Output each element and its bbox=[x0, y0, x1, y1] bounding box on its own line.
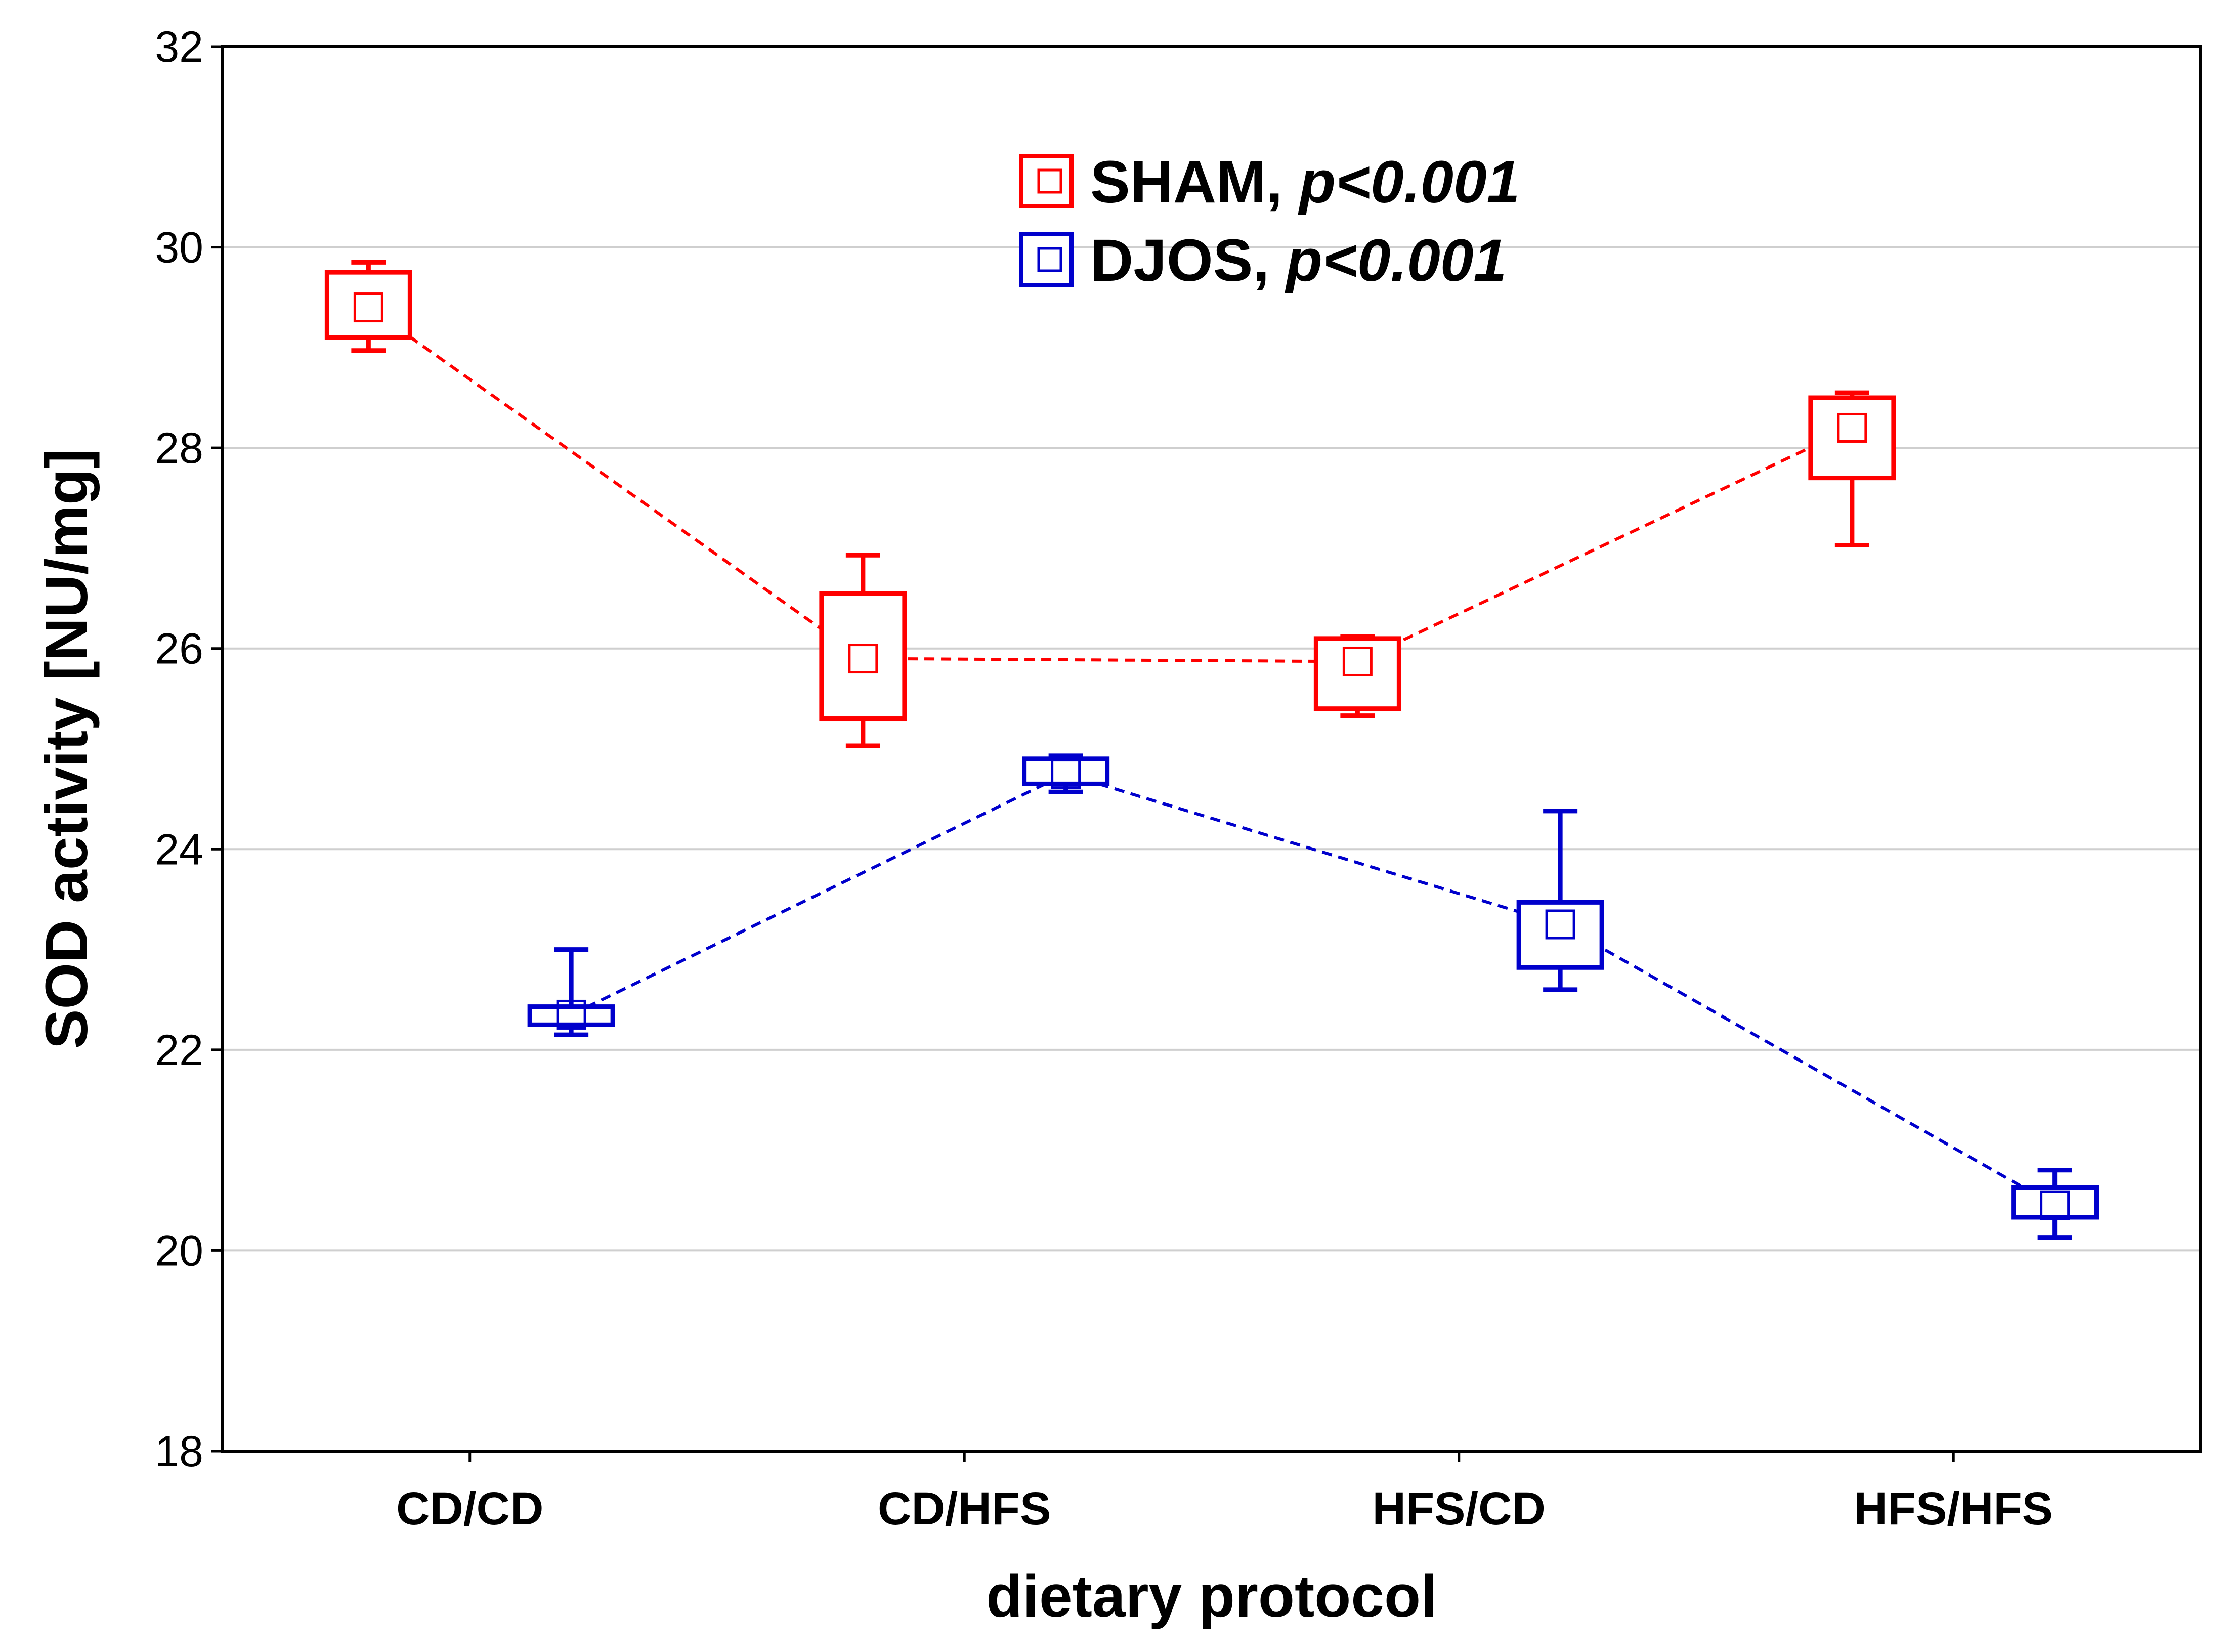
x-tick-label: CD/CD bbox=[396, 1483, 543, 1535]
y-axis-ticks: 18 20 22 24 26 28 30 32 bbox=[155, 23, 223, 1476]
grid-layer bbox=[223, 246, 2201, 1252]
box-body bbox=[1022, 756, 1110, 786]
legend-label: DJOS, p<0.001 bbox=[1090, 227, 1507, 294]
legend-item-djos: DJOS, p<0.001 bbox=[1019, 227, 1507, 294]
x-tick-label: HFS/CD bbox=[1373, 1483, 1546, 1535]
box-djos-hfs-cd bbox=[1516, 809, 1604, 992]
median-marker bbox=[556, 999, 586, 1030]
box-body bbox=[819, 591, 907, 722]
plot-frame bbox=[221, 45, 2202, 1453]
box-body bbox=[1516, 900, 1604, 970]
median-marker bbox=[1342, 646, 1373, 676]
legend-icon-box bbox=[1019, 154, 1074, 208]
x-axis-ticks: CD/CD CD/HFS HFS/CD HFS/HFS bbox=[396, 1451, 2053, 1535]
y-tick-label: 22 bbox=[155, 1026, 203, 1075]
box-sham-cd-cd bbox=[324, 260, 412, 353]
y-tick-label: 24 bbox=[155, 825, 203, 874]
series-line bbox=[367, 306, 1853, 663]
legend-series-name: DJOS, bbox=[1090, 227, 1286, 294]
legend-series-name: SHAM, bbox=[1090, 149, 1299, 216]
box-sham-cd-hfs bbox=[819, 553, 907, 748]
box-body bbox=[324, 270, 412, 340]
legend-icon-median bbox=[1037, 168, 1062, 194]
box-djos-cd-cd bbox=[527, 947, 615, 1037]
series-line bbox=[570, 772, 2056, 1207]
box-djos-hfs-hfs bbox=[2011, 1168, 2099, 1240]
y-tick-label: 32 bbox=[155, 23, 203, 71]
legend-icon-median bbox=[1037, 247, 1062, 272]
box-body bbox=[527, 1004, 615, 1027]
legend-label: SHAM, p<0.001 bbox=[1090, 149, 1520, 216]
box-body bbox=[2011, 1185, 2099, 1220]
box-body bbox=[1313, 636, 1401, 711]
legend-item-sham: SHAM, p<0.001 bbox=[1019, 149, 1520, 216]
box-sham-hfs-hfs bbox=[1808, 390, 1896, 547]
median-marker bbox=[848, 644, 878, 674]
x-tick-label: CD/HFS bbox=[878, 1483, 1051, 1535]
box-sham-hfs-cd bbox=[1313, 634, 1401, 718]
x-axis-title: dietary protocol bbox=[986, 1563, 1437, 1630]
legend-icon-box bbox=[1019, 232, 1074, 287]
legend-p-value: p<0.001 bbox=[1285, 227, 1507, 294]
series-layer bbox=[324, 260, 2099, 1240]
median-marker bbox=[2040, 1190, 2070, 1220]
box-djos-cd-hfs bbox=[1022, 753, 1110, 794]
median-marker bbox=[1545, 909, 1575, 940]
y-axis-title: SOD activity [NU/mg] bbox=[33, 449, 100, 1049]
y-tick-label: 30 bbox=[155, 224, 203, 272]
legend-p-value: p<0.001 bbox=[1298, 149, 1520, 216]
y-tick-label: 26 bbox=[155, 625, 203, 673]
median-marker bbox=[1051, 759, 1081, 789]
y-tick-label: 28 bbox=[155, 424, 203, 473]
y-tick-label: 20 bbox=[155, 1226, 203, 1275]
series-djos bbox=[527, 753, 2099, 1240]
box-body bbox=[1808, 395, 1896, 481]
y-tick-label: 18 bbox=[155, 1427, 203, 1476]
x-tick-label: HFS/HFS bbox=[1854, 1483, 2053, 1535]
series-sham bbox=[324, 260, 1896, 748]
median-marker bbox=[1837, 412, 1867, 443]
median-marker bbox=[353, 292, 383, 323]
